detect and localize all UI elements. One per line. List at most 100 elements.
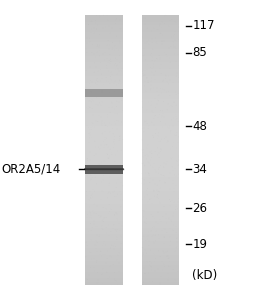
Bar [85, 126, 123, 130]
Point [104, 206, 108, 211]
Point [95, 43, 99, 47]
Point [152, 241, 156, 246]
Point [167, 176, 171, 181]
Point [167, 123, 172, 128]
Bar [142, 201, 179, 204]
Point [97, 100, 102, 105]
Point [113, 119, 117, 124]
Point [168, 226, 172, 231]
Point [106, 145, 111, 150]
Point [159, 219, 163, 224]
Point [100, 224, 104, 228]
Point [108, 187, 112, 191]
Point [93, 259, 97, 264]
Point [174, 46, 178, 51]
Point [160, 87, 164, 92]
Point [152, 240, 156, 244]
Point [92, 70, 96, 75]
Point [159, 172, 163, 177]
Point [162, 161, 166, 166]
Point [167, 104, 172, 109]
Point [159, 172, 163, 177]
Point [92, 124, 97, 129]
Point [154, 213, 158, 218]
Point [91, 98, 95, 103]
Point [86, 106, 90, 111]
Point [166, 138, 170, 143]
Point [151, 133, 155, 138]
Point [111, 45, 115, 50]
Point [107, 181, 111, 185]
Point [155, 56, 159, 61]
Point [155, 102, 159, 106]
Point [120, 249, 124, 254]
Point [140, 181, 144, 186]
Point [163, 167, 167, 172]
Point [100, 121, 104, 125]
Point [119, 93, 124, 98]
Bar [85, 165, 123, 174]
Point [173, 186, 177, 191]
Point [115, 57, 119, 62]
Point [162, 78, 166, 82]
Point [166, 89, 171, 94]
Point [109, 122, 113, 127]
Point [113, 278, 117, 283]
Point [158, 31, 162, 36]
Point [175, 40, 180, 45]
Point [103, 50, 107, 55]
Point [106, 156, 111, 161]
Point [144, 206, 149, 211]
Point [140, 249, 144, 254]
Point [149, 229, 153, 233]
Point [157, 40, 162, 45]
Point [88, 82, 93, 87]
Point [85, 277, 89, 282]
Point [142, 73, 146, 77]
Point [108, 92, 112, 97]
Point [176, 269, 180, 274]
Point [95, 258, 99, 263]
Point [140, 105, 145, 110]
Point [93, 172, 97, 177]
Point [110, 164, 114, 169]
Point [158, 16, 162, 21]
Point [101, 205, 105, 210]
Point [146, 79, 150, 83]
Point [146, 80, 150, 85]
Bar [85, 110, 123, 113]
Point [96, 179, 100, 184]
Point [149, 265, 154, 270]
Bar [85, 93, 123, 96]
Point [140, 126, 144, 131]
Point [152, 161, 156, 166]
Point [101, 150, 105, 154]
Point [95, 95, 99, 100]
Point [92, 31, 96, 36]
Bar [85, 180, 123, 184]
Point [145, 62, 150, 67]
Point [87, 267, 91, 272]
Point [154, 105, 158, 110]
Point [85, 213, 90, 218]
Point [143, 68, 147, 73]
Point [143, 220, 147, 225]
Point [118, 134, 122, 139]
Point [84, 93, 89, 98]
Point [103, 142, 107, 147]
Point [115, 216, 119, 221]
Point [168, 239, 172, 244]
Bar [85, 174, 123, 177]
Point [140, 245, 145, 250]
Point [91, 121, 95, 126]
Point [84, 126, 88, 130]
Point [118, 228, 122, 233]
Point [91, 50, 95, 54]
Point [170, 165, 175, 170]
Point [96, 278, 100, 282]
Point [148, 248, 152, 253]
Point [164, 74, 168, 78]
Bar [142, 25, 179, 28]
Point [99, 160, 104, 164]
Bar [142, 177, 179, 180]
